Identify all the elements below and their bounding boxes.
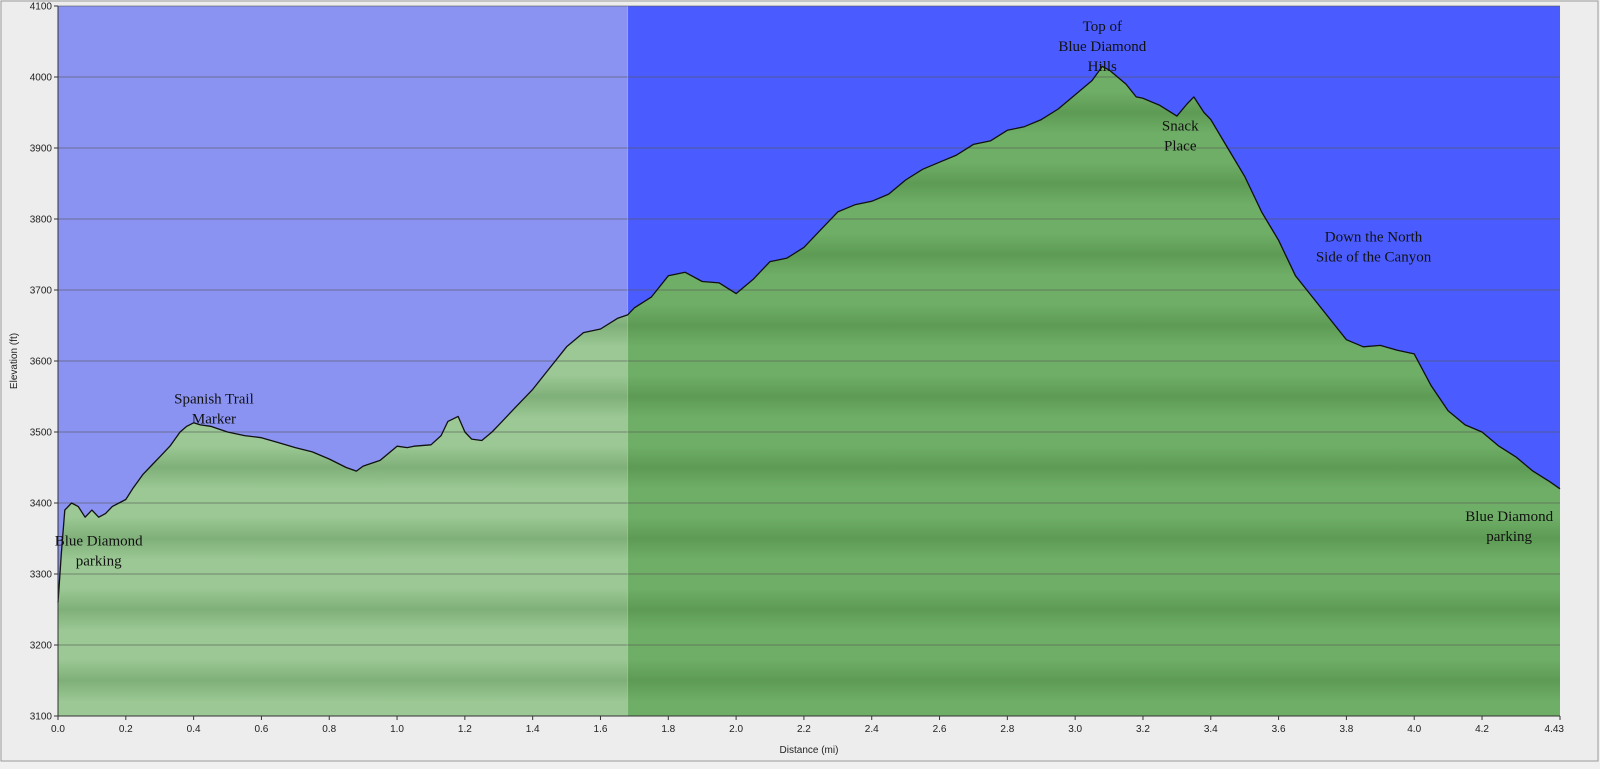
- annotation-line: Side of the Canyon: [1316, 250, 1432, 266]
- annotation-label: Snack Place: [1162, 118, 1199, 154]
- x-tick-label: 4.2: [1475, 724, 1489, 735]
- x-tick-label: 4.43: [1545, 724, 1565, 735]
- annotations: Blue Diamond parking Spanish Trail Marker To…: [55, 19, 1554, 570]
- annotation-line: Blue Diamond: [1058, 39, 1146, 55]
- y-tick-label: 3400: [30, 499, 53, 510]
- annotation-label: Spanish Trail Marker: [174, 392, 254, 428]
- annotation-line: Blue Diamond: [55, 534, 143, 550]
- x-tick-label: 0.0: [51, 724, 65, 735]
- x-tick-label: 1.0: [390, 724, 404, 735]
- y-tick-label: 3600: [30, 357, 53, 368]
- x-tick-label: 3.0: [1068, 724, 1082, 735]
- annotation-line: parking: [76, 554, 122, 570]
- elevation-profile-line: [57, 65, 1561, 603]
- y-tick-label: 3100: [30, 712, 53, 723]
- annotation-line: Place: [1164, 138, 1197, 154]
- annotation-line: Snack: [1162, 118, 1199, 134]
- x-tick-label: 0.4: [187, 724, 201, 735]
- y-tick-label: 3700: [30, 286, 53, 297]
- y-tick-label: 4000: [30, 73, 53, 84]
- annotation-label: Blue Diamond parking: [1465, 509, 1553, 545]
- x-axis-label: Distance (mi): [780, 745, 839, 756]
- x-tick-label: 2.2: [797, 724, 811, 735]
- annotation-line: parking: [1486, 529, 1532, 545]
- x-tick-label: 1.4: [526, 724, 540, 735]
- y-tick-label: 3900: [30, 144, 53, 155]
- annotation-label: Blue Diamond parking: [55, 534, 143, 570]
- annotation-line: Spanish Trail: [174, 392, 254, 408]
- axes: 3100 3200 3300 3400 3500 3600 3700 3800 3900 4000…: [9, 2, 1564, 757]
- annotation-line: Hills: [1088, 59, 1117, 75]
- annotation-line: Marker: [192, 412, 236, 428]
- gridlines: [58, 5, 1560, 716]
- x-tick-label: 3.2: [1136, 724, 1150, 735]
- x-tick-label: 3.8: [1339, 724, 1353, 735]
- annotation-label: Down the North Side of the Canyon: [1316, 230, 1432, 266]
- x-tick-label: 1.6: [594, 724, 608, 735]
- x-tick-label: 3.4: [1204, 724, 1218, 735]
- x-tick-label: 2.8: [1000, 724, 1014, 735]
- x-tick-label: 1.8: [661, 724, 675, 735]
- y-tick-label: 3500: [30, 428, 53, 439]
- x-tick-label: 3.6: [1272, 724, 1286, 735]
- x-tick-label: 1.2: [458, 724, 472, 735]
- x-tick-label: 4.0: [1407, 724, 1421, 735]
- y-axis-label: Elevation (ft): [9, 333, 20, 389]
- x-tick-label: 0.8: [322, 724, 336, 735]
- shade-band: [58, 659, 1560, 702]
- shade-band: [58, 588, 1560, 631]
- annotation-line: Blue Diamond: [1465, 509, 1553, 525]
- x-tick-label: 2.4: [865, 724, 879, 735]
- x-tick-label: 2.0: [729, 724, 743, 735]
- x-tick-label: 0.6: [254, 724, 268, 735]
- y-tick-label: 3300: [30, 570, 53, 581]
- y-tick-label: 3800: [30, 215, 53, 226]
- profile-line-layer: [57, 65, 1561, 603]
- shade-band: [58, 517, 1560, 560]
- x-tick-label: 0.2: [119, 724, 133, 735]
- annotation-line: Top of: [1083, 19, 1122, 35]
- shade-band: [58, 446, 1560, 489]
- y-tick-label: 4100: [30, 2, 53, 13]
- annotation-line: Down the North: [1325, 230, 1423, 246]
- x-tick-label: 2.6: [933, 724, 947, 735]
- annotation-label: Top of Blue Diamond Hills: [1058, 19, 1146, 75]
- y-tick-label: 3200: [30, 641, 53, 652]
